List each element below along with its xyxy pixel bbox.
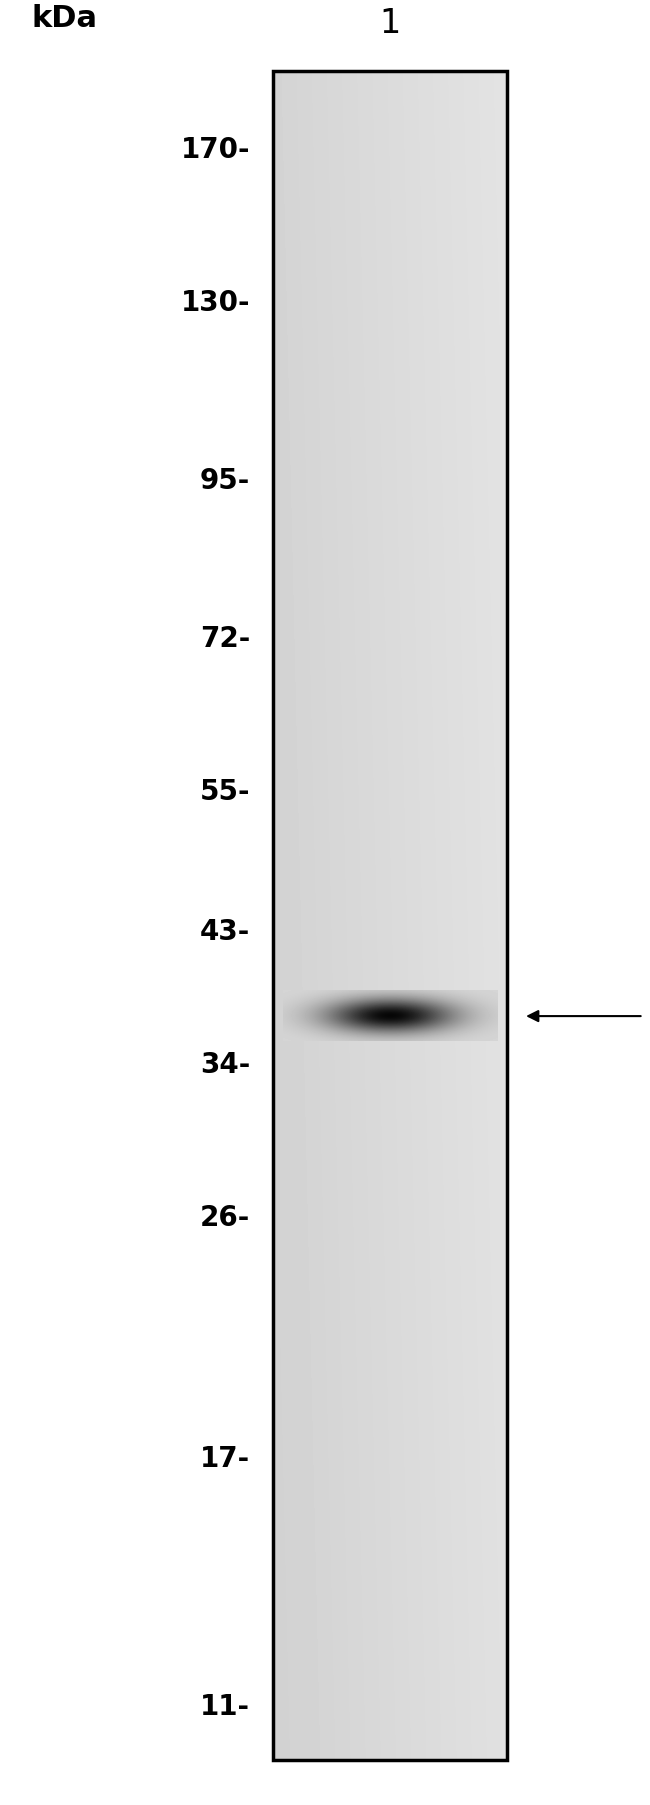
Text: 1: 1 [380, 7, 400, 40]
Text: 11-: 11- [200, 1691, 250, 1720]
Text: 72-: 72- [200, 625, 250, 652]
Text: 55-: 55- [200, 778, 250, 805]
Text: 34-: 34- [200, 1051, 250, 1079]
Text: 43-: 43- [200, 917, 250, 946]
Text: kDa: kDa [32, 4, 98, 32]
Text: 26-: 26- [200, 1202, 250, 1231]
Text: 170-: 170- [181, 135, 250, 164]
Text: 17-: 17- [200, 1444, 250, 1473]
Text: 130-: 130- [181, 289, 250, 316]
Text: 95-: 95- [200, 467, 250, 495]
Bar [273, 72, 507, 1760]
